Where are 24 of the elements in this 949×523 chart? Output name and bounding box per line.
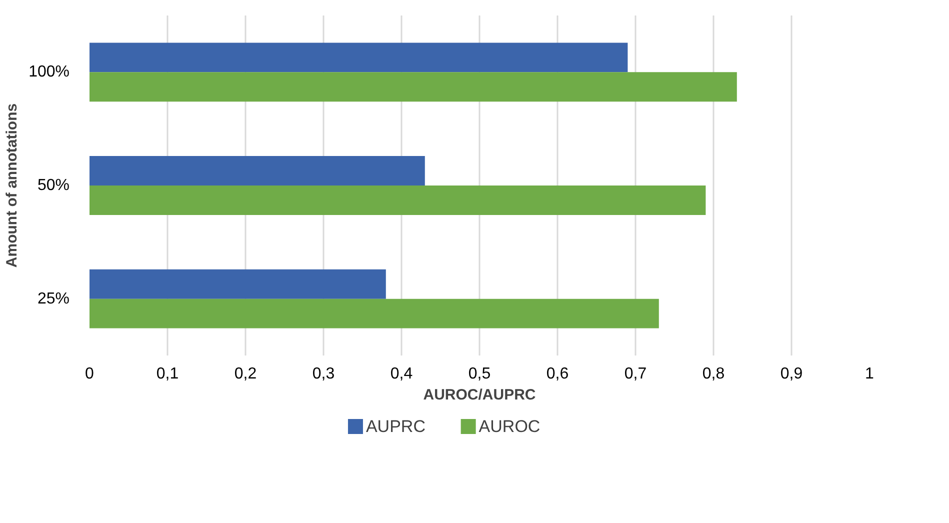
- x-tick-label: 0: [85, 366, 94, 382]
- y-tick-label: 100%: [28, 64, 70, 81]
- y-tick-label: 25%: [37, 290, 70, 308]
- bar: [90, 156, 425, 186]
- x-tick-label: 0,5: [468, 366, 491, 382]
- x-tick-label: 1: [865, 366, 874, 382]
- x-tick-label: 0,2: [234, 366, 257, 382]
- x-tick-label: 0,7: [624, 366, 647, 382]
- bar: [90, 72, 737, 102]
- bar: [90, 298, 659, 328]
- y-tick-label: 50%: [37, 177, 70, 194]
- bar: [90, 269, 386, 299]
- x-tick-label: 0,4: [390, 366, 413, 382]
- y-axis-title: Amount of annotations: [4, 103, 21, 268]
- x-tick-label: 0,3: [312, 366, 335, 382]
- bar: [90, 186, 706, 215]
- x-tick-label: 0,1: [156, 366, 179, 382]
- x-tick-label: 0,6: [546, 366, 569, 382]
- legend-label: AUROC: [478, 417, 540, 436]
- bar: [90, 42, 628, 72]
- legend-label: AUPRC: [366, 417, 426, 436]
- x-tick-label: 0,8: [702, 366, 725, 382]
- x-axis-title: AUROC/AUPRC: [423, 386, 536, 404]
- x-tick-label: 0,9: [780, 366, 803, 382]
